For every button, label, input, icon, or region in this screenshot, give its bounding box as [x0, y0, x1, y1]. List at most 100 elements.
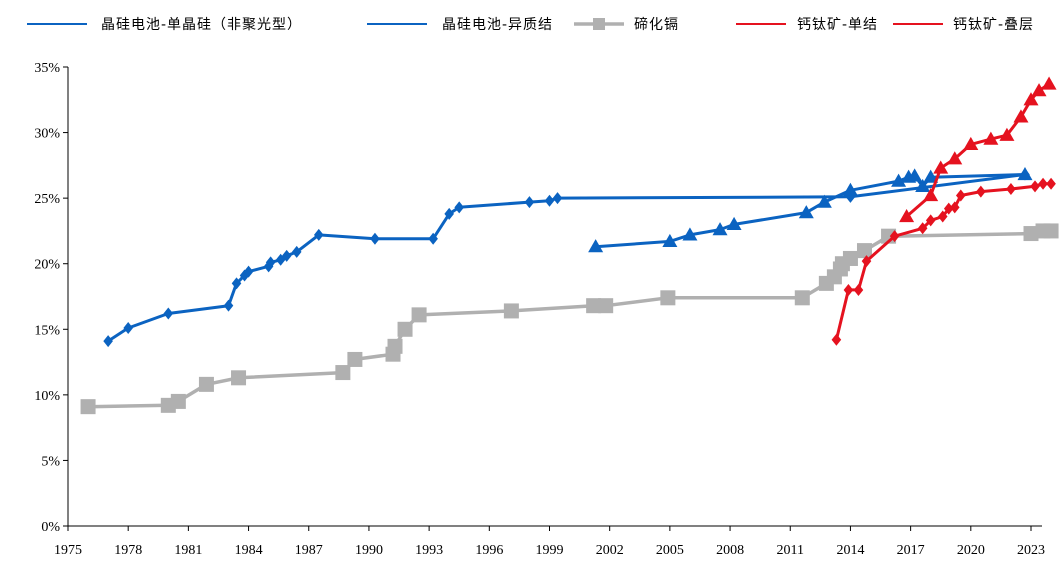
data-point: [123, 321, 133, 334]
data-point: [947, 151, 963, 165]
data-point: [662, 233, 678, 248]
data-point: [428, 232, 438, 245]
data-point: [313, 228, 324, 241]
data-point: [937, 210, 948, 223]
legend-label: 钙钛矿-单结: [797, 17, 878, 33]
data-point: [976, 185, 986, 198]
data-point: [397, 321, 413, 337]
x-tick-label: 1999: [536, 543, 564, 558]
data-point: [899, 209, 915, 223]
data-point: [816, 194, 832, 208]
data-point: [454, 201, 465, 214]
data-point: [861, 255, 872, 268]
data-point: [660, 290, 676, 306]
y-tick-label: 30%: [34, 127, 60, 142]
data-point: [943, 202, 954, 215]
legend-label: 晶硅电池-异质结: [442, 17, 553, 33]
x-tick-label: 2017: [897, 543, 925, 558]
data-point: [1043, 223, 1059, 239]
x-tick-label: 2020: [957, 543, 985, 558]
legend: 晶硅电池-单晶硅（非聚光型） 晶硅电池-异质结 碲化镉 钙钛矿-单结 钙钛矿-叠层: [27, 16, 1034, 33]
data-point: [915, 178, 931, 192]
data-point: [949, 201, 960, 214]
x-tick-label: 2023: [1017, 543, 1045, 558]
data-point: [907, 168, 923, 182]
data-point: [243, 265, 254, 278]
data-point: [831, 333, 842, 346]
data-point: [794, 290, 810, 306]
data-point: [170, 393, 186, 409]
data-point: [798, 205, 814, 219]
data-point: [842, 182, 858, 196]
data-point: [370, 232, 380, 245]
data-point: [80, 399, 96, 415]
plot-area: [80, 76, 1059, 415]
data-point: [335, 365, 351, 381]
data-point: [163, 307, 174, 320]
data-point: [923, 188, 939, 202]
y-tick-label: 5%: [41, 454, 60, 469]
y-tick-label: 35%: [34, 61, 60, 76]
data-point: [999, 127, 1015, 141]
x-tick-label: 1981: [174, 543, 202, 558]
legend-item-4: 钙钛矿-单结: [736, 17, 878, 33]
series-4: [831, 177, 1056, 346]
data-point: [1013, 109, 1029, 123]
series-3: [80, 223, 1059, 415]
data-point: [726, 216, 742, 230]
data-point: [1023, 226, 1039, 242]
x-tick-label: 2014: [836, 543, 864, 558]
y-tick-label: 0%: [41, 520, 60, 535]
y-tick-label: 15%: [34, 323, 60, 338]
data-point: [1031, 83, 1047, 97]
y-tick-label: 25%: [34, 192, 60, 207]
data-point: [265, 256, 276, 269]
data-point: [917, 222, 928, 235]
x-tick-label: 1975: [54, 543, 82, 558]
data-point: [239, 269, 250, 282]
data-point: [891, 173, 907, 187]
data-point: [845, 190, 856, 203]
data-point: [1038, 177, 1048, 190]
x-tick-label: 2008: [716, 543, 744, 558]
x-tick-label: 2005: [656, 543, 684, 558]
data-point: [387, 338, 403, 354]
x-tick-label: 1990: [355, 543, 383, 558]
x-tick-label: 1978: [114, 543, 142, 558]
x-tick-label: 2011: [777, 543, 804, 558]
data-point: [1041, 76, 1057, 90]
data-point: [1006, 182, 1016, 195]
data-point: [963, 136, 979, 150]
data-point: [198, 376, 214, 392]
data-point: [503, 303, 519, 319]
data-point: [923, 169, 939, 183]
legend-item-5: 钙钛矿-叠层: [893, 17, 1034, 33]
data-point: [955, 189, 966, 202]
data-point: [598, 298, 614, 314]
legend-label: 钙钛矿-叠层: [953, 17, 1034, 33]
series-1: [103, 168, 1030, 348]
data-point: [223, 299, 234, 312]
data-point: [856, 243, 872, 259]
data-point: [889, 230, 900, 243]
data-point: [933, 160, 949, 174]
data-point: [291, 245, 302, 258]
data-point: [347, 351, 363, 367]
data-point: [925, 214, 936, 227]
data-point: [411, 307, 427, 323]
legend-item-3: 碲化镉: [574, 16, 678, 33]
data-point: [712, 222, 728, 236]
data-point: [103, 335, 113, 348]
axes: 0% 5% 10% 15% 20% 25% 30% 35% 1975 1978 1981 1984 19…: [34, 61, 1045, 558]
x-tick-label: 1996: [475, 543, 503, 558]
data-point: [983, 131, 999, 145]
x-tick-label: 2002: [596, 543, 624, 558]
data-point: [544, 194, 555, 207]
data-point: [231, 277, 242, 290]
legend-item-1: 晶硅电池-单晶硅（非聚光型）: [27, 17, 301, 33]
series-2: [588, 167, 1033, 253]
x-tick-label: 1993: [415, 543, 443, 558]
data-point: [524, 196, 535, 209]
y-tick-label: 20%: [34, 258, 60, 273]
